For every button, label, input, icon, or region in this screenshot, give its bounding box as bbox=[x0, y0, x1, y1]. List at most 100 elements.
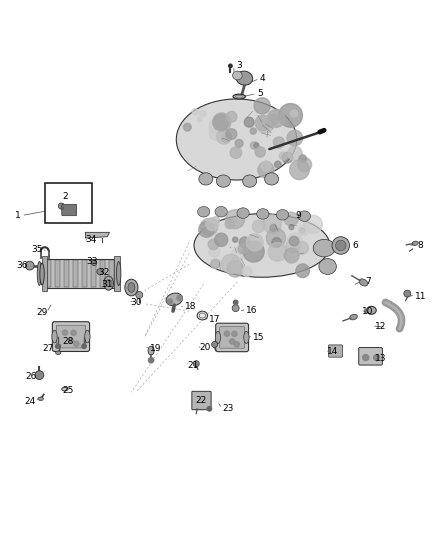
Circle shape bbox=[192, 109, 198, 115]
FancyBboxPatch shape bbox=[359, 348, 382, 365]
Text: 21: 21 bbox=[187, 360, 198, 369]
Circle shape bbox=[235, 139, 243, 148]
Circle shape bbox=[35, 371, 44, 379]
Circle shape bbox=[242, 266, 252, 277]
Ellipse shape bbox=[233, 94, 245, 99]
Circle shape bbox=[71, 330, 76, 335]
Text: 6: 6 bbox=[352, 241, 358, 250]
Text: 34: 34 bbox=[85, 235, 97, 244]
Text: 9: 9 bbox=[295, 211, 301, 220]
Circle shape bbox=[193, 361, 199, 367]
Ellipse shape bbox=[244, 332, 249, 343]
Text: 3: 3 bbox=[236, 61, 242, 69]
FancyBboxPatch shape bbox=[192, 391, 211, 410]
Ellipse shape bbox=[56, 351, 61, 354]
Circle shape bbox=[136, 292, 143, 298]
Text: 8: 8 bbox=[417, 241, 424, 250]
Text: 25: 25 bbox=[62, 386, 74, 395]
Circle shape bbox=[268, 243, 286, 261]
Circle shape bbox=[374, 354, 380, 361]
Circle shape bbox=[212, 342, 218, 348]
Circle shape bbox=[255, 147, 265, 157]
Text: 23: 23 bbox=[222, 405, 233, 414]
Text: 13: 13 bbox=[375, 354, 387, 363]
Ellipse shape bbox=[197, 311, 208, 320]
Circle shape bbox=[287, 255, 295, 264]
Ellipse shape bbox=[38, 397, 43, 400]
Ellipse shape bbox=[359, 279, 368, 286]
Circle shape bbox=[226, 128, 237, 140]
Ellipse shape bbox=[319, 259, 336, 274]
Text: 4: 4 bbox=[260, 74, 265, 83]
Ellipse shape bbox=[62, 387, 68, 391]
Circle shape bbox=[255, 115, 271, 131]
Text: 2: 2 bbox=[62, 192, 67, 201]
Circle shape bbox=[246, 234, 263, 251]
Circle shape bbox=[258, 162, 274, 178]
Ellipse shape bbox=[216, 175, 230, 187]
Ellipse shape bbox=[237, 208, 249, 219]
Circle shape bbox=[208, 239, 219, 249]
Circle shape bbox=[97, 269, 103, 275]
Circle shape bbox=[200, 219, 218, 236]
Ellipse shape bbox=[257, 209, 269, 219]
Text: 26: 26 bbox=[26, 373, 37, 382]
Ellipse shape bbox=[52, 330, 57, 343]
Circle shape bbox=[257, 116, 274, 133]
Circle shape bbox=[74, 341, 79, 346]
Circle shape bbox=[363, 354, 369, 361]
Ellipse shape bbox=[104, 276, 113, 290]
Circle shape bbox=[336, 240, 346, 251]
Ellipse shape bbox=[166, 293, 183, 305]
Circle shape bbox=[284, 212, 298, 226]
Circle shape bbox=[304, 215, 322, 233]
Circle shape bbox=[266, 228, 286, 248]
Circle shape bbox=[56, 344, 60, 349]
Ellipse shape bbox=[313, 239, 335, 257]
Circle shape bbox=[167, 299, 173, 304]
Circle shape bbox=[250, 128, 256, 134]
Text: 10: 10 bbox=[362, 306, 374, 316]
Circle shape bbox=[226, 122, 230, 126]
Circle shape bbox=[209, 246, 220, 257]
Circle shape bbox=[233, 237, 238, 242]
Circle shape bbox=[288, 146, 302, 160]
Text: 14: 14 bbox=[327, 348, 339, 357]
Ellipse shape bbox=[298, 211, 311, 221]
Circle shape bbox=[404, 290, 411, 297]
Text: 19: 19 bbox=[150, 344, 161, 353]
Circle shape bbox=[287, 130, 303, 146]
Ellipse shape bbox=[265, 173, 279, 185]
FancyBboxPatch shape bbox=[62, 204, 77, 216]
Text: 33: 33 bbox=[86, 257, 98, 266]
Circle shape bbox=[224, 331, 230, 336]
Circle shape bbox=[229, 64, 232, 68]
Circle shape bbox=[230, 147, 242, 158]
Bar bbox=[45, 259, 117, 288]
Circle shape bbox=[211, 259, 220, 269]
Ellipse shape bbox=[128, 282, 135, 292]
Circle shape bbox=[226, 209, 245, 229]
FancyBboxPatch shape bbox=[56, 325, 86, 348]
Circle shape bbox=[220, 131, 231, 142]
Circle shape bbox=[254, 98, 270, 114]
Ellipse shape bbox=[215, 206, 227, 217]
Text: 35: 35 bbox=[32, 245, 43, 254]
Circle shape bbox=[263, 215, 281, 233]
Bar bbox=[109, 260, 114, 287]
Circle shape bbox=[287, 233, 302, 248]
Circle shape bbox=[58, 203, 64, 209]
Circle shape bbox=[284, 248, 299, 263]
Ellipse shape bbox=[37, 262, 42, 286]
Circle shape bbox=[209, 127, 223, 140]
Bar bbox=[46, 260, 51, 287]
Circle shape bbox=[212, 216, 219, 224]
Ellipse shape bbox=[236, 71, 253, 85]
Text: 7: 7 bbox=[365, 277, 371, 286]
Circle shape bbox=[82, 344, 86, 349]
Circle shape bbox=[298, 158, 311, 172]
Circle shape bbox=[243, 241, 264, 262]
FancyBboxPatch shape bbox=[216, 323, 249, 352]
Ellipse shape bbox=[40, 263, 44, 285]
Ellipse shape bbox=[199, 313, 205, 318]
